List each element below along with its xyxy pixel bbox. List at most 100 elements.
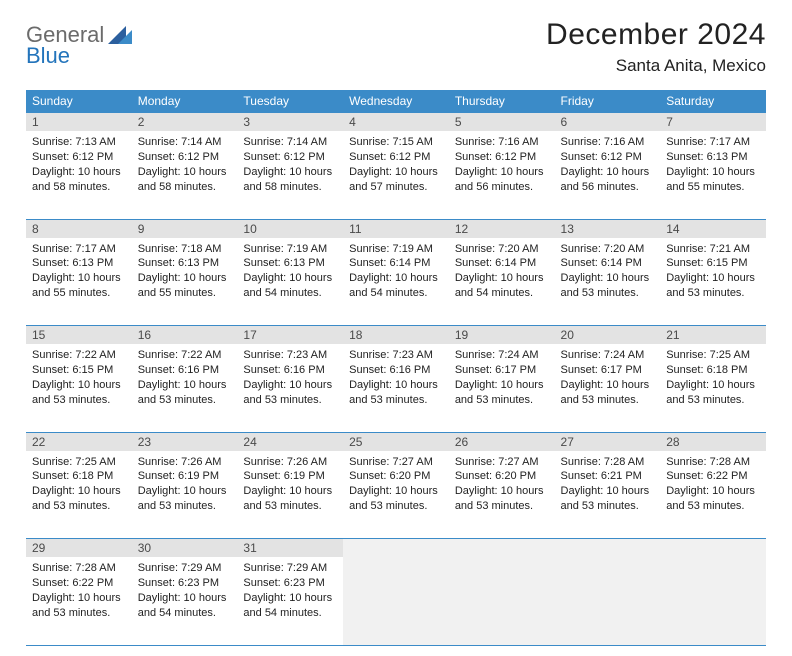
day-details: Sunrise: 7:28 AMSunset: 6:22 PMDaylight:…: [32, 561, 126, 620]
day-details: Sunrise: 7:23 AMSunset: 6:16 PMDaylight:…: [349, 348, 443, 407]
day-details: Sunrise: 7:29 AMSunset: 6:23 PMDaylight:…: [138, 561, 232, 620]
calendar-page: General Blue December 2024 Santa Anita, …: [0, 0, 792, 656]
day-cell: Sunrise: 7:14 AMSunset: 6:12 PMDaylight:…: [132, 131, 238, 219]
day-details: Sunrise: 7:29 AMSunset: 6:23 PMDaylight:…: [243, 561, 337, 620]
day-details: Sunrise: 7:26 AMSunset: 6:19 PMDaylight:…: [243, 455, 337, 514]
day-cell: Sunrise: 7:29 AMSunset: 6:23 PMDaylight:…: [132, 557, 238, 645]
day-cell: Sunrise: 7:17 AMSunset: 6:13 PMDaylight:…: [26, 238, 132, 326]
day-number: 25: [343, 432, 449, 451]
day-details: Sunrise: 7:28 AMSunset: 6:21 PMDaylight:…: [561, 455, 655, 514]
day-number: 31: [237, 539, 343, 558]
day-number: [449, 539, 555, 558]
day-cell: Sunrise: 7:13 AMSunset: 6:12 PMDaylight:…: [26, 131, 132, 219]
day-details: Sunrise: 7:19 AMSunset: 6:13 PMDaylight:…: [243, 242, 337, 301]
day-cell: Sunrise: 7:27 AMSunset: 6:20 PMDaylight:…: [449, 451, 555, 539]
day-cell: Sunrise: 7:17 AMSunset: 6:13 PMDaylight:…: [660, 131, 766, 219]
day-number: [555, 539, 661, 558]
day-details: Sunrise: 7:20 AMSunset: 6:14 PMDaylight:…: [455, 242, 549, 301]
day-cell: Sunrise: 7:27 AMSunset: 6:20 PMDaylight:…: [343, 451, 449, 539]
logo-text-blue: Blue: [26, 45, 104, 67]
day-details: Sunrise: 7:26 AMSunset: 6:19 PMDaylight:…: [138, 455, 232, 514]
day-cell: Sunrise: 7:20 AMSunset: 6:14 PMDaylight:…: [449, 238, 555, 326]
day-cell: Sunrise: 7:28 AMSunset: 6:22 PMDaylight:…: [660, 451, 766, 539]
logo: General Blue: [26, 18, 136, 67]
day-cell: Sunrise: 7:18 AMSunset: 6:13 PMDaylight:…: [132, 238, 238, 326]
week-row: Sunrise: 7:17 AMSunset: 6:13 PMDaylight:…: [26, 238, 766, 326]
day-cell: Sunrise: 7:26 AMSunset: 6:19 PMDaylight:…: [132, 451, 238, 539]
day-details: Sunrise: 7:19 AMSunset: 6:14 PMDaylight:…: [349, 242, 443, 301]
day-number: 8: [26, 219, 132, 238]
day-number: 6: [555, 113, 661, 131]
day-details: Sunrise: 7:23 AMSunset: 6:16 PMDaylight:…: [243, 348, 337, 407]
day-cell: [449, 557, 555, 645]
day-cell: [660, 557, 766, 645]
month-title: December 2024: [546, 18, 766, 52]
header: General Blue December 2024 Santa Anita, …: [26, 18, 766, 76]
day-number: 7: [660, 113, 766, 131]
day-cell: [343, 557, 449, 645]
day-number: 26: [449, 432, 555, 451]
day-number: 15: [26, 326, 132, 345]
day-details: Sunrise: 7:17 AMSunset: 6:13 PMDaylight:…: [32, 242, 126, 301]
day-number: 29: [26, 539, 132, 558]
day-number: 28: [660, 432, 766, 451]
day-number: 27: [555, 432, 661, 451]
daynum-row: 891011121314: [26, 219, 766, 238]
day-number: 30: [132, 539, 238, 558]
day-cell: Sunrise: 7:23 AMSunset: 6:16 PMDaylight:…: [237, 344, 343, 432]
day-cell: Sunrise: 7:20 AMSunset: 6:14 PMDaylight:…: [555, 238, 661, 326]
day-number: 4: [343, 113, 449, 131]
location: Santa Anita, Mexico: [546, 56, 766, 76]
day-number: 23: [132, 432, 238, 451]
day-cell: Sunrise: 7:24 AMSunset: 6:17 PMDaylight:…: [555, 344, 661, 432]
daynum-row: 15161718192021: [26, 326, 766, 345]
daynum-row: 1234567: [26, 113, 766, 131]
day-cell: Sunrise: 7:21 AMSunset: 6:15 PMDaylight:…: [660, 238, 766, 326]
day-header: Friday: [555, 90, 661, 113]
day-details: Sunrise: 7:16 AMSunset: 6:12 PMDaylight:…: [455, 135, 549, 194]
calendar-table: SundayMondayTuesdayWednesdayThursdayFrid…: [26, 90, 766, 646]
week-row: Sunrise: 7:25 AMSunset: 6:18 PMDaylight:…: [26, 451, 766, 539]
day-details: Sunrise: 7:13 AMSunset: 6:12 PMDaylight:…: [32, 135, 126, 194]
day-number: 12: [449, 219, 555, 238]
day-cell: Sunrise: 7:23 AMSunset: 6:16 PMDaylight:…: [343, 344, 449, 432]
day-cell: Sunrise: 7:28 AMSunset: 6:21 PMDaylight:…: [555, 451, 661, 539]
day-header: Saturday: [660, 90, 766, 113]
day-number: 16: [132, 326, 238, 345]
day-number: 9: [132, 219, 238, 238]
day-details: Sunrise: 7:25 AMSunset: 6:18 PMDaylight:…: [32, 455, 126, 514]
day-number: 20: [555, 326, 661, 345]
day-details: Sunrise: 7:24 AMSunset: 6:17 PMDaylight:…: [455, 348, 549, 407]
day-details: Sunrise: 7:25 AMSunset: 6:18 PMDaylight:…: [666, 348, 760, 407]
day-number: 2: [132, 113, 238, 131]
day-cell: Sunrise: 7:22 AMSunset: 6:16 PMDaylight:…: [132, 344, 238, 432]
week-row: Sunrise: 7:28 AMSunset: 6:22 PMDaylight:…: [26, 557, 766, 645]
logo-text-block: General Blue: [26, 24, 104, 67]
day-header: Wednesday: [343, 90, 449, 113]
day-details: Sunrise: 7:16 AMSunset: 6:12 PMDaylight:…: [561, 135, 655, 194]
day-details: Sunrise: 7:22 AMSunset: 6:16 PMDaylight:…: [138, 348, 232, 407]
daynum-row: 22232425262728: [26, 432, 766, 451]
day-cell: Sunrise: 7:25 AMSunset: 6:18 PMDaylight:…: [660, 344, 766, 432]
day-header: Thursday: [449, 90, 555, 113]
day-details: Sunrise: 7:21 AMSunset: 6:15 PMDaylight:…: [666, 242, 760, 301]
day-header-row: SundayMondayTuesdayWednesdayThursdayFrid…: [26, 90, 766, 113]
day-number: [660, 539, 766, 558]
week-row: Sunrise: 7:22 AMSunset: 6:15 PMDaylight:…: [26, 344, 766, 432]
day-cell: Sunrise: 7:19 AMSunset: 6:13 PMDaylight:…: [237, 238, 343, 326]
day-number: 24: [237, 432, 343, 451]
day-number: 13: [555, 219, 661, 238]
calendar-body: 1234567Sunrise: 7:13 AMSunset: 6:12 PMDa…: [26, 113, 766, 645]
day-cell: Sunrise: 7:25 AMSunset: 6:18 PMDaylight:…: [26, 451, 132, 539]
day-cell: Sunrise: 7:24 AMSunset: 6:17 PMDaylight:…: [449, 344, 555, 432]
day-number: 18: [343, 326, 449, 345]
day-cell: Sunrise: 7:19 AMSunset: 6:14 PMDaylight:…: [343, 238, 449, 326]
day-details: Sunrise: 7:14 AMSunset: 6:12 PMDaylight:…: [243, 135, 337, 194]
day-details: Sunrise: 7:15 AMSunset: 6:12 PMDaylight:…: [349, 135, 443, 194]
day-number: 5: [449, 113, 555, 131]
day-header: Sunday: [26, 90, 132, 113]
day-details: Sunrise: 7:14 AMSunset: 6:12 PMDaylight:…: [138, 135, 232, 194]
day-details: Sunrise: 7:20 AMSunset: 6:14 PMDaylight:…: [561, 242, 655, 301]
day-details: Sunrise: 7:27 AMSunset: 6:20 PMDaylight:…: [349, 455, 443, 514]
day-number: 3: [237, 113, 343, 131]
